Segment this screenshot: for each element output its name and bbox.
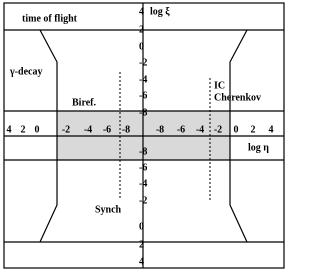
tick-label: -2 xyxy=(214,124,222,135)
tick-label: -8 xyxy=(139,146,147,157)
boundary xyxy=(39,29,58,243)
diagram: time of flight log ξ γ-decay Biref. IC C… xyxy=(3,2,285,269)
tick-label: -8 xyxy=(156,124,164,135)
label: IC xyxy=(214,80,225,91)
tick-label: -6 xyxy=(139,90,147,101)
tick-label: -4 xyxy=(84,124,92,135)
tick-label: -6 xyxy=(139,162,147,173)
tick-label: -8 xyxy=(139,107,147,118)
tick-label: 4 xyxy=(269,124,274,135)
label: log ξ xyxy=(150,6,170,17)
tick-label: 0 xyxy=(35,124,40,135)
label: Synch xyxy=(95,204,122,215)
label: γ-decay xyxy=(9,66,42,77)
tick-label: 2 xyxy=(251,124,256,135)
tick-label: 2 xyxy=(21,124,26,135)
tick-label: 4 xyxy=(7,124,12,135)
label: Biref. xyxy=(72,97,96,108)
tick-label: 0 xyxy=(234,124,239,135)
tick-label: -2 xyxy=(139,57,147,68)
tick-label: -2 xyxy=(62,124,70,135)
label: log η xyxy=(248,142,269,153)
tick-label: -6 xyxy=(103,124,111,135)
tick-label: -2 xyxy=(139,195,147,206)
tick-label: 4 xyxy=(139,256,144,267)
label: Cherenkov xyxy=(214,92,261,103)
tick-label: -4 xyxy=(196,124,204,135)
tick-label: 2 xyxy=(139,239,144,250)
label: time of flight xyxy=(22,13,78,24)
tick-label: -6 xyxy=(177,124,185,135)
tick-label: -4 xyxy=(139,178,147,189)
tick-label: 0 xyxy=(139,221,144,232)
tick-label: 0 xyxy=(139,41,144,52)
tick-label: 2 xyxy=(139,24,144,35)
boundary xyxy=(229,29,248,243)
tick-label: -8 xyxy=(122,124,130,135)
tick-label: 4 xyxy=(139,6,144,17)
tick-label: -4 xyxy=(139,74,147,85)
